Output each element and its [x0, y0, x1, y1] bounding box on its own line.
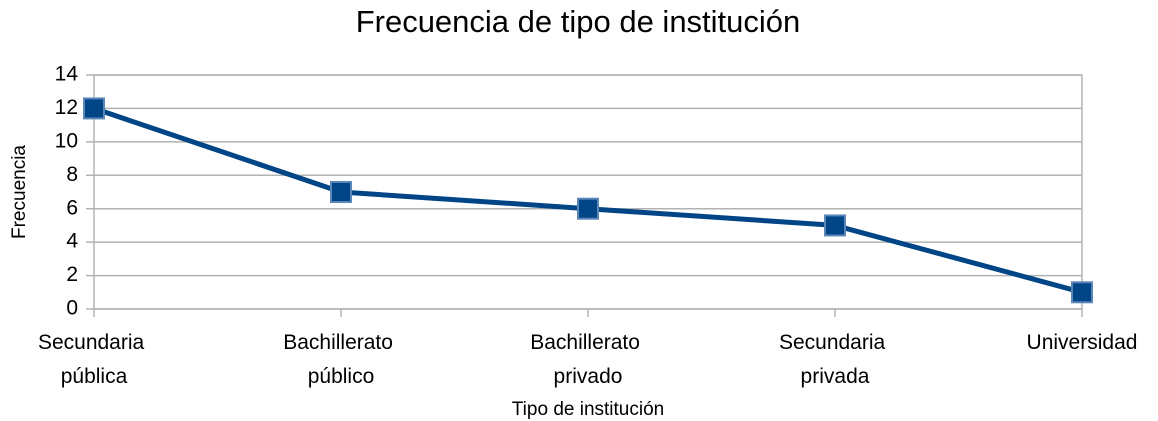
- x-tick-label: Bachillerato público: [283, 331, 399, 388]
- y-tick-label: 4: [66, 230, 78, 253]
- marker: [83, 97, 105, 120]
- x-tick-label: Universidad: [1027, 331, 1138, 354]
- y-tick-label: 8: [66, 163, 78, 186]
- marker: [824, 214, 846, 237]
- y-tick-label: 14: [55, 63, 79, 86]
- y-tick-label: 6: [66, 196, 78, 219]
- y-tick-label: 12: [55, 96, 78, 119]
- marker: [1071, 281, 1093, 304]
- y-tick-label: 0: [66, 297, 78, 320]
- marker: [330, 181, 352, 203]
- x-tick-label: Secundaria privada: [779, 331, 891, 388]
- chart-title: Frecuencia de tipo de institución: [356, 4, 801, 39]
- y-axis-title: Frecuencia: [9, 145, 30, 239]
- x-tick-label: Secundaria pública: [38, 331, 150, 388]
- x-tick-label: Bachillerato privado: [530, 331, 646, 388]
- y-tick-label: 2: [66, 263, 78, 286]
- y-tick-label: 10: [55, 129, 78, 152]
- x-axis-title: Tipo de institución: [512, 399, 664, 420]
- plot-border: [93, 74, 1083, 310]
- marker: [577, 197, 599, 220]
